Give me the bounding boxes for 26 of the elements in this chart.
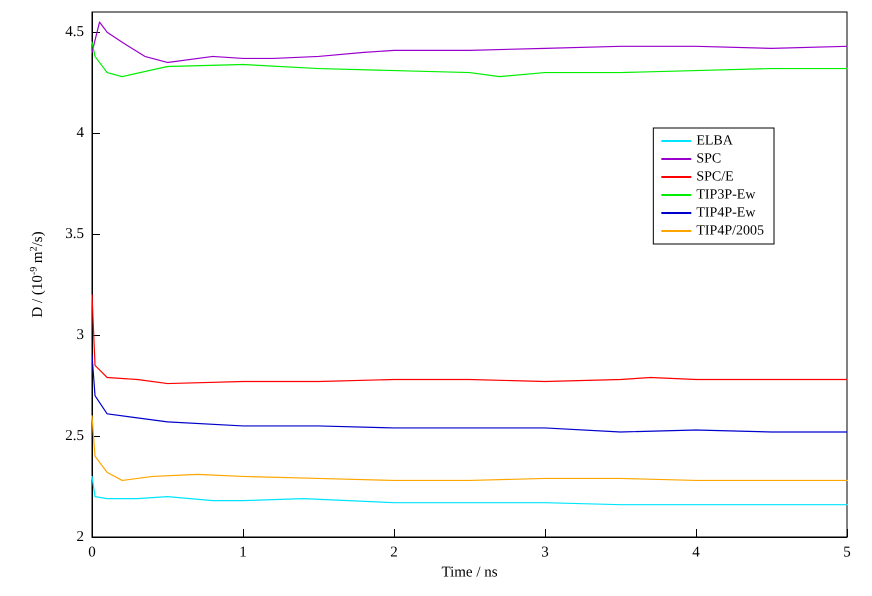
y-tick-label: 3	[76, 327, 84, 344]
x-tick-label: 1	[239, 544, 247, 560]
line-series	[91, 21, 848, 64]
x-tick-label: 4	[692, 544, 700, 560]
line-series	[91, 415, 848, 482]
x-tick-label: 5	[843, 544, 851, 560]
legend-label: TIP3P-Ew	[696, 188, 756, 202]
line-series	[91, 294, 848, 384]
x-tick-label: 2	[390, 544, 398, 560]
legend-label: TIP4P-Ew	[696, 206, 756, 220]
y-tick-label: 2	[76, 529, 84, 545]
line-series	[91, 476, 848, 506]
x-tick-label: 0	[88, 544, 96, 560]
x-axis-title: Time / ns	[441, 564, 498, 580]
y-axis-title: D / (10-9 m2/s)	[28, 231, 46, 318]
line-series	[91, 354, 848, 433]
legend-label: ELBA	[696, 134, 734, 148]
y-tick-label: 3.5	[65, 226, 84, 242]
y-tick-label: 4.5	[65, 24, 84, 40]
y-tick-label: 2.5	[65, 428, 84, 444]
legend-label: SPC	[696, 152, 722, 166]
legend-label: TIP4P/2005	[696, 224, 764, 238]
line-series	[91, 42, 848, 78]
y-tick-label: 4	[76, 125, 84, 142]
x-tick-label: 3	[541, 544, 549, 560]
legend-label: SPC/E	[696, 170, 734, 184]
